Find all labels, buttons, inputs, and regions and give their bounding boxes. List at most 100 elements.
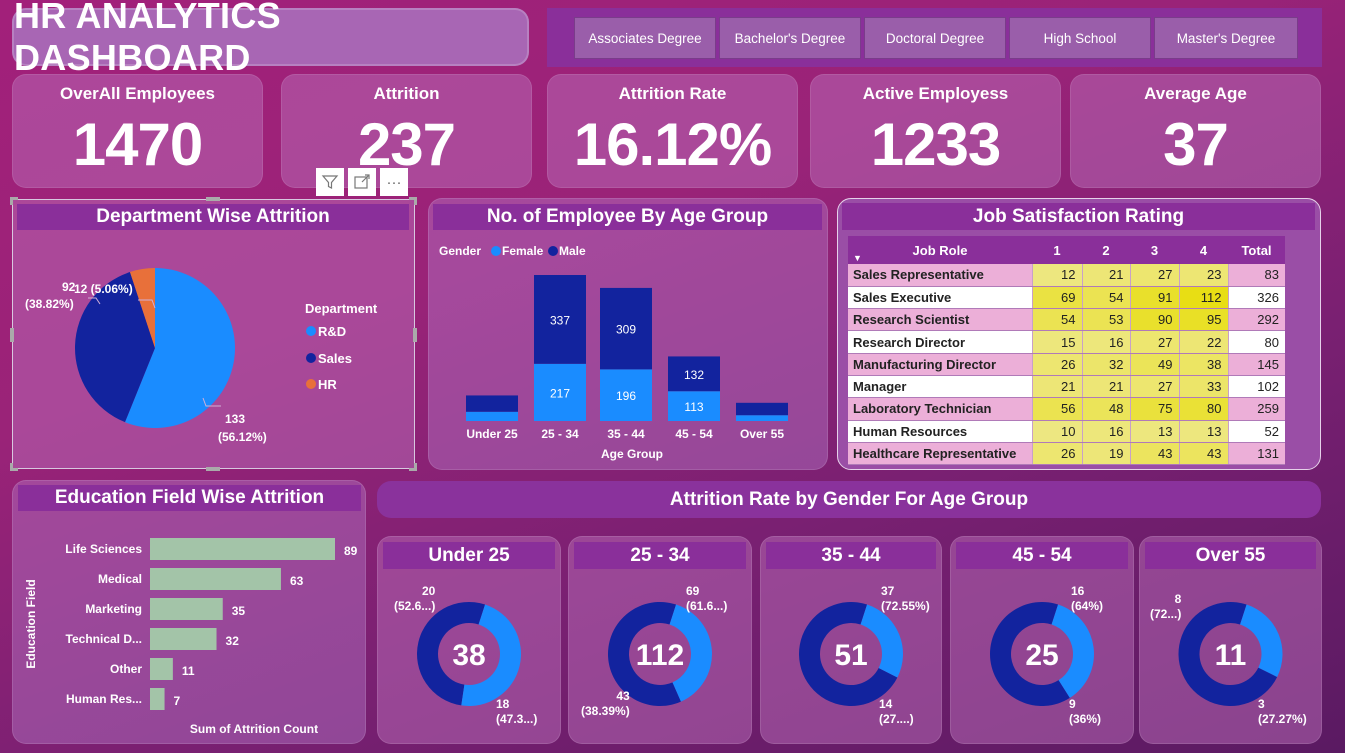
table-row[interactable]: Sales Representative 12 21 27 23 83 — [848, 264, 1285, 287]
kpi-card-overall-employees[interactable]: OverAll Employees 1470 — [12, 74, 263, 188]
donut-segment-female[interactable] — [860, 604, 903, 678]
donut-card-25-34[interactable]: 25 - 34 112 69 (61.6...) 43 (38.39%) — [568, 536, 752, 744]
bar-female-3[interactable] — [668, 391, 720, 421]
legend-item-male[interactable]: Male — [559, 244, 586, 258]
kpi-label: Active Employess — [862, 84, 1009, 103]
bar-male-1[interactable] — [534, 275, 586, 364]
slicer-option-associates[interactable]: Associates Degree — [574, 17, 716, 59]
bar-female-1[interactable] — [534, 363, 586, 421]
slicer-option-doctoral[interactable]: Doctoral Degree — [864, 17, 1006, 59]
cell-rating-3: 13 — [1129, 420, 1179, 443]
cell-rating-4: 43 — [1178, 442, 1228, 466]
donut-center-total: 51 — [834, 639, 867, 672]
bar-male-3[interactable] — [668, 356, 720, 392]
resize-handle[interactable] — [409, 197, 417, 205]
column-header-2[interactable]: 2 — [1082, 236, 1130, 264]
pie-slice-rd[interactable] — [124, 268, 236, 428]
edu-bar[interactable] — [150, 688, 165, 710]
cell-rating-3: 90 — [1129, 308, 1179, 332]
bar-female-4[interactable] — [736, 415, 788, 421]
resize-handle[interactable] — [10, 463, 18, 471]
cell-rating-4: 22 — [1178, 330, 1228, 354]
legend-item-sales[interactable]: Sales — [318, 351, 352, 366]
table-row[interactable]: Sales Executive 69 54 91 112 326 — [848, 286, 1285, 310]
job-satisfaction-table: Job Role ▼ 1 2 3 4 Total Sales Representa… — [848, 236, 1285, 466]
bar-female-2[interactable] — [600, 369, 652, 421]
donut-card-35-44[interactable]: 35 - 44 51 37 (72.55%) 14 (27....) — [760, 536, 942, 744]
resize-handle[interactable] — [206, 467, 220, 471]
edu-bar[interactable] — [150, 538, 335, 560]
cell-rating-1: 10 — [1031, 420, 1082, 443]
x-tick-label: Under 25 — [466, 427, 518, 441]
slicer-option-bachelors[interactable]: Bachelor's Degree — [719, 17, 861, 59]
edu-bar[interactable] — [150, 598, 223, 620]
donut-chart: 38 — [417, 602, 522, 706]
kpi-card-average-age[interactable]: Average Age 37 — [1070, 74, 1321, 188]
column-header-1[interactable]: 1 — [1032, 236, 1082, 264]
table-row[interactable]: Manufacturing Director 26 32 49 38 145 — [848, 353, 1285, 376]
x-tick-label: 35 - 44 — [607, 427, 645, 441]
bar-male-0[interactable] — [466, 395, 518, 412]
pie-slice-sales[interactable] — [75, 272, 155, 423]
focus-mode-icon[interactable] — [348, 168, 376, 196]
table-header-row: Job Role ▼ 1 2 3 4 Total — [848, 236, 1285, 264]
legend-item-rd[interactable]: R&D — [318, 324, 346, 339]
kpi-value: 1233 — [870, 111, 1001, 178]
donut-card-over-55[interactable]: Over 55 11 8 (72...) 3 (27.27%) — [1139, 536, 1322, 744]
donut-segment-male[interactable] — [417, 602, 486, 706]
filter-icon[interactable] — [316, 168, 344, 196]
donut-segment-male[interactable] — [990, 602, 1070, 706]
column-header-3[interactable]: 3 — [1130, 236, 1179, 264]
column-header-job-role[interactable]: Job Role ▼ — [848, 236, 1032, 264]
column-header-total[interactable]: Total — [1228, 236, 1285, 264]
donut-segment-female[interactable] — [669, 604, 712, 702]
donut-card-under-25[interactable]: Under 25 38 20 (52.6...) 18 (47.3...) — [377, 536, 561, 744]
table-row[interactable]: Laboratory Technician 56 48 75 80 259 — [848, 397, 1285, 421]
resize-handle[interactable] — [206, 197, 220, 201]
donut-segment-male[interactable] — [799, 602, 898, 706]
donut-segment-male[interactable] — [1178, 602, 1278, 706]
cell-rating-2: 21 — [1081, 264, 1130, 287]
donut-card-title: 25 - 34 — [574, 542, 746, 569]
kpi-label: OverAll Employees — [60, 84, 215, 103]
sort-desc-icon[interactable]: ▼ — [853, 253, 862, 263]
kpi-card-active-employees[interactable]: Active Employess 1233 — [810, 74, 1061, 188]
table-row[interactable]: Manager 21 21 27 33 102 — [848, 375, 1285, 399]
bar-female-0[interactable] — [466, 411, 518, 421]
cell-rating-1: 56 — [1031, 397, 1082, 421]
resize-handle[interactable] — [413, 328, 417, 342]
edu-bar[interactable] — [150, 568, 281, 590]
cell-rating-1: 21 — [1031, 375, 1082, 399]
table-row[interactable]: Research Director 15 16 27 22 80 — [848, 330, 1285, 354]
table-row[interactable]: Healthcare Representative 26 19 43 43 131 — [848, 442, 1285, 466]
table-row[interactable]: Human Resources 10 16 13 13 52 — [848, 420, 1285, 443]
legend-item-hr[interactable]: HR — [318, 377, 337, 392]
data-label: 89 — [344, 544, 358, 558]
edu-bar[interactable] — [150, 628, 217, 650]
resize-handle[interactable] — [10, 197, 18, 205]
kpi-card-attrition-rate[interactable]: Attrition Rate 16.12% — [547, 74, 798, 188]
pie-label-rd-pct: (56.12%) — [218, 430, 267, 444]
slicer-option-high-school[interactable]: High School — [1009, 17, 1151, 59]
table-row[interactable]: Research Scientist 54 53 90 95 292 — [848, 308, 1285, 332]
bar-male-4[interactable] — [736, 402, 788, 416]
donut-segment-female[interactable] — [1051, 604, 1094, 698]
slicer-option-masters[interactable]: Master's Degree — [1154, 17, 1298, 59]
donut-segment-male[interactable] — [608, 602, 681, 706]
donut-center-total: 38 — [452, 639, 485, 672]
donut-card-45-54[interactable]: 45 - 54 25 16 (64%) 9 (36%) — [950, 536, 1134, 744]
bar-male-2[interactable] — [600, 287, 652, 370]
more-options-icon[interactable]: ··· — [380, 168, 408, 196]
donut-label-female: 9 (36%) — [1069, 697, 1102, 726]
donut-segment-female[interactable] — [461, 604, 522, 706]
legend-item-female[interactable]: Female — [502, 244, 544, 258]
data-label: 32 — [226, 634, 240, 648]
edu-bar[interactable] — [150, 658, 173, 680]
resize-handle[interactable] — [409, 463, 417, 471]
kpi-value: 37 — [1163, 111, 1229, 178]
resize-handle[interactable] — [10, 328, 14, 342]
donut-segment-female[interactable] — [1240, 604, 1283, 677]
cell-rating-4: 33 — [1178, 375, 1228, 399]
column-header-4[interactable]: 4 — [1179, 236, 1228, 264]
pie-slice-hr[interactable] — [129, 268, 155, 348]
